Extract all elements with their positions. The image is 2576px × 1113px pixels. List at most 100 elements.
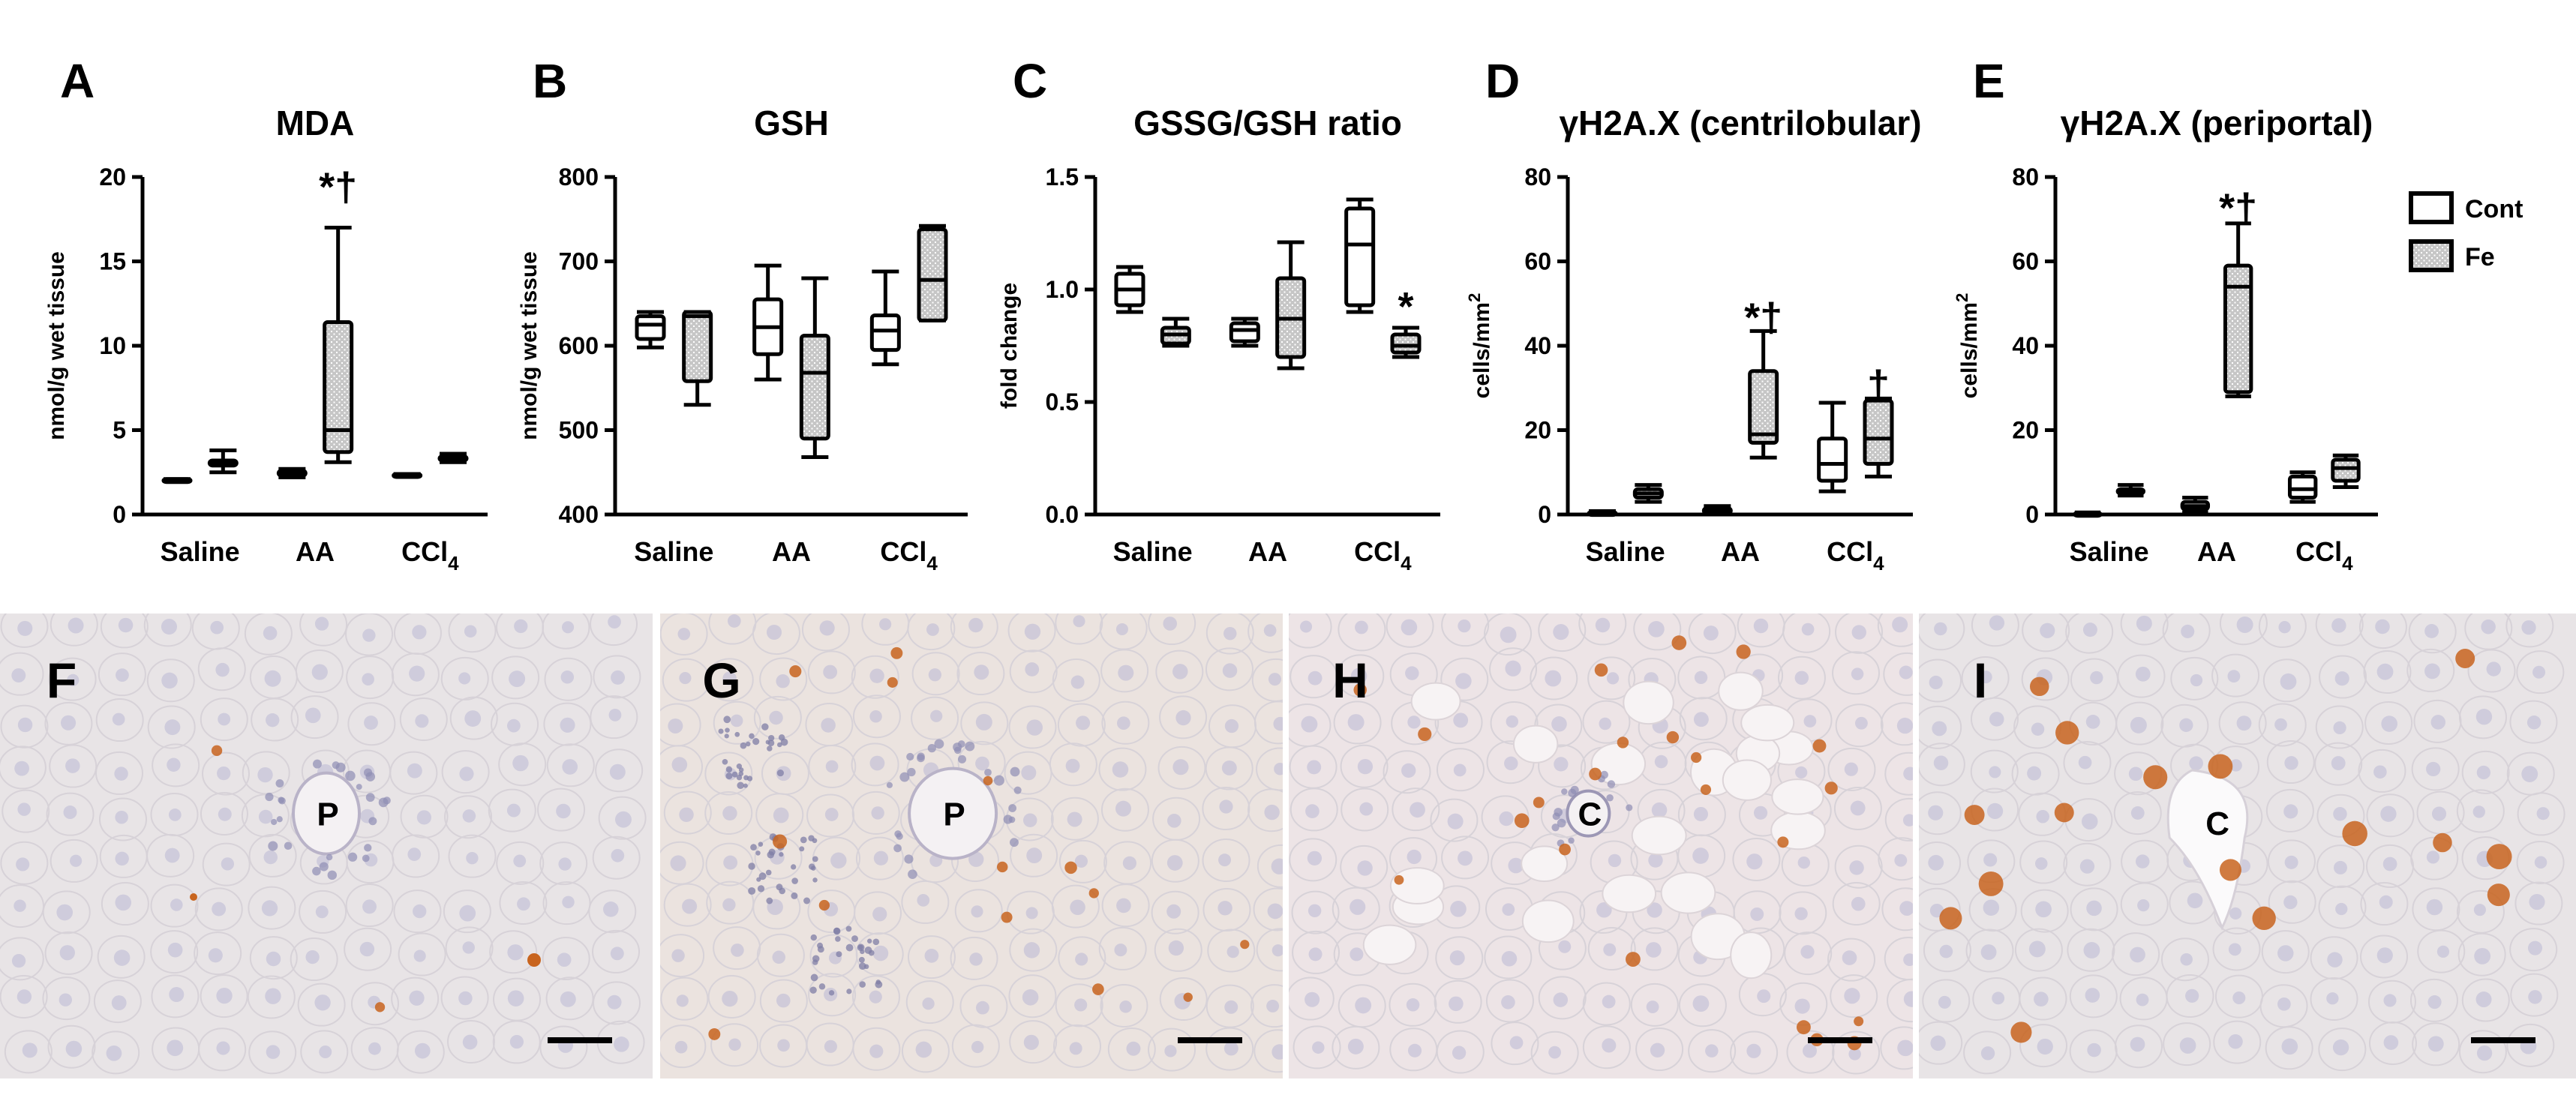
nucleus <box>677 628 691 640</box>
nucleus <box>315 905 329 919</box>
portal-cell <box>265 792 274 802</box>
cell-outline <box>1832 1030 1881 1075</box>
cell-outline <box>855 932 904 976</box>
nucleus <box>1506 715 1518 728</box>
stained-nucleus <box>1964 805 1985 825</box>
nucleus <box>221 857 235 871</box>
inflammatory-cell <box>858 962 866 970</box>
y-tick-label: 15 <box>99 248 126 275</box>
nucleus <box>1301 716 1318 733</box>
cell-outline <box>2318 1028 2367 1072</box>
stained-nucleus <box>1001 911 1013 923</box>
cell-outline <box>851 655 899 699</box>
nucleus <box>2424 624 2439 638</box>
y-tick-label: 40 <box>2012 332 2039 359</box>
box-fe-ccl4 <box>1390 326 1422 359</box>
nucleus <box>115 810 128 824</box>
micrograph-h: HC <box>1289 614 1913 1078</box>
box-cont-aa <box>1229 316 1260 348</box>
cell-outline <box>1484 935 1533 980</box>
stained-nucleus <box>1666 730 1680 744</box>
cell-outline <box>1434 980 1482 1024</box>
significance-marker: *† <box>2219 185 2257 230</box>
nucleus <box>2136 615 2152 632</box>
nucleus <box>1308 670 1323 686</box>
inflammatory-cell <box>750 844 757 851</box>
nucleus <box>17 989 32 1004</box>
cell-outline <box>201 752 250 796</box>
nucleus <box>1602 994 1616 1009</box>
nucleus <box>2430 715 2445 730</box>
cell-outline <box>200 791 248 836</box>
cell-outline <box>444 795 493 839</box>
portal-cell <box>1008 804 1017 812</box>
nucleus <box>2383 994 2397 1007</box>
inflammatory-cell <box>1561 788 1568 795</box>
cell-outline <box>2070 887 2118 932</box>
nucleus <box>2130 806 2145 820</box>
y-tick-label: 5 <box>113 417 126 444</box>
cell-outline <box>1880 702 1913 746</box>
nucleus <box>507 718 521 733</box>
y-tick-label: 400 <box>559 501 599 528</box>
cell-outline <box>1100 983 1148 1028</box>
nucleus <box>2281 1038 2298 1055</box>
nucleus <box>1651 802 1668 818</box>
nucleus <box>1983 853 1998 867</box>
x-tick-label-saline: Saline <box>634 536 713 567</box>
nucleus <box>2475 992 2492 1007</box>
cell-outline <box>1148 614 1196 646</box>
nucleus <box>2187 892 2203 909</box>
stained-nucleus <box>818 899 830 911</box>
cell-outline <box>1835 614 1884 654</box>
cell-outline <box>592 836 641 880</box>
cell-outline <box>1832 881 1881 926</box>
cell-outline <box>595 748 644 793</box>
cell-outline <box>2162 614 2211 652</box>
hepatocytes <box>1919 614 2565 1075</box>
cell-outline <box>49 744 98 788</box>
cell-outline <box>2258 703 2307 747</box>
nucleus <box>1903 991 1913 1007</box>
cell-outline <box>2120 882 2169 926</box>
cell-outline <box>759 979 808 1023</box>
cell-outline <box>2358 614 2407 650</box>
nucleus <box>1608 854 1622 868</box>
nucleus <box>1224 718 1239 734</box>
cell-outline <box>1832 651 1881 695</box>
nucleus <box>305 707 321 724</box>
y-tick-label: 40 <box>1524 332 1551 359</box>
nucleus <box>1307 850 1323 866</box>
nucleus <box>1164 1045 1177 1058</box>
stained-nucleus <box>1626 952 1641 967</box>
nucleus <box>1126 1041 1141 1056</box>
nucleus <box>464 625 477 638</box>
nucleus <box>776 674 790 688</box>
nucleus <box>776 993 791 1008</box>
cell-outline <box>448 834 497 878</box>
nucleus <box>2229 759 2242 772</box>
nucleus <box>2436 945 2450 958</box>
cell-outline <box>1688 614 1737 655</box>
cell-outline <box>808 744 857 788</box>
box-body <box>917 227 948 322</box>
cell-outline <box>2506 1023 2555 1067</box>
cell-outline <box>1635 1028 1684 1072</box>
nucleus <box>2331 756 2346 770</box>
portal-cell <box>365 772 376 782</box>
inflammatory-cell <box>767 851 775 859</box>
cell-outline <box>1008 705 1057 749</box>
cell-outline <box>1205 647 1253 692</box>
cell-outline <box>2265 1026 2313 1070</box>
nucleus <box>1308 904 1322 918</box>
nucleus <box>409 990 425 1006</box>
inflammatory-cell <box>863 964 869 970</box>
nucleus <box>557 952 572 968</box>
nucleus <box>2280 673 2297 690</box>
panel-label-g: G <box>702 652 740 708</box>
inflammatory-cell <box>812 878 818 883</box>
cell-outline <box>1292 930 1341 974</box>
box-body <box>1229 321 1260 344</box>
